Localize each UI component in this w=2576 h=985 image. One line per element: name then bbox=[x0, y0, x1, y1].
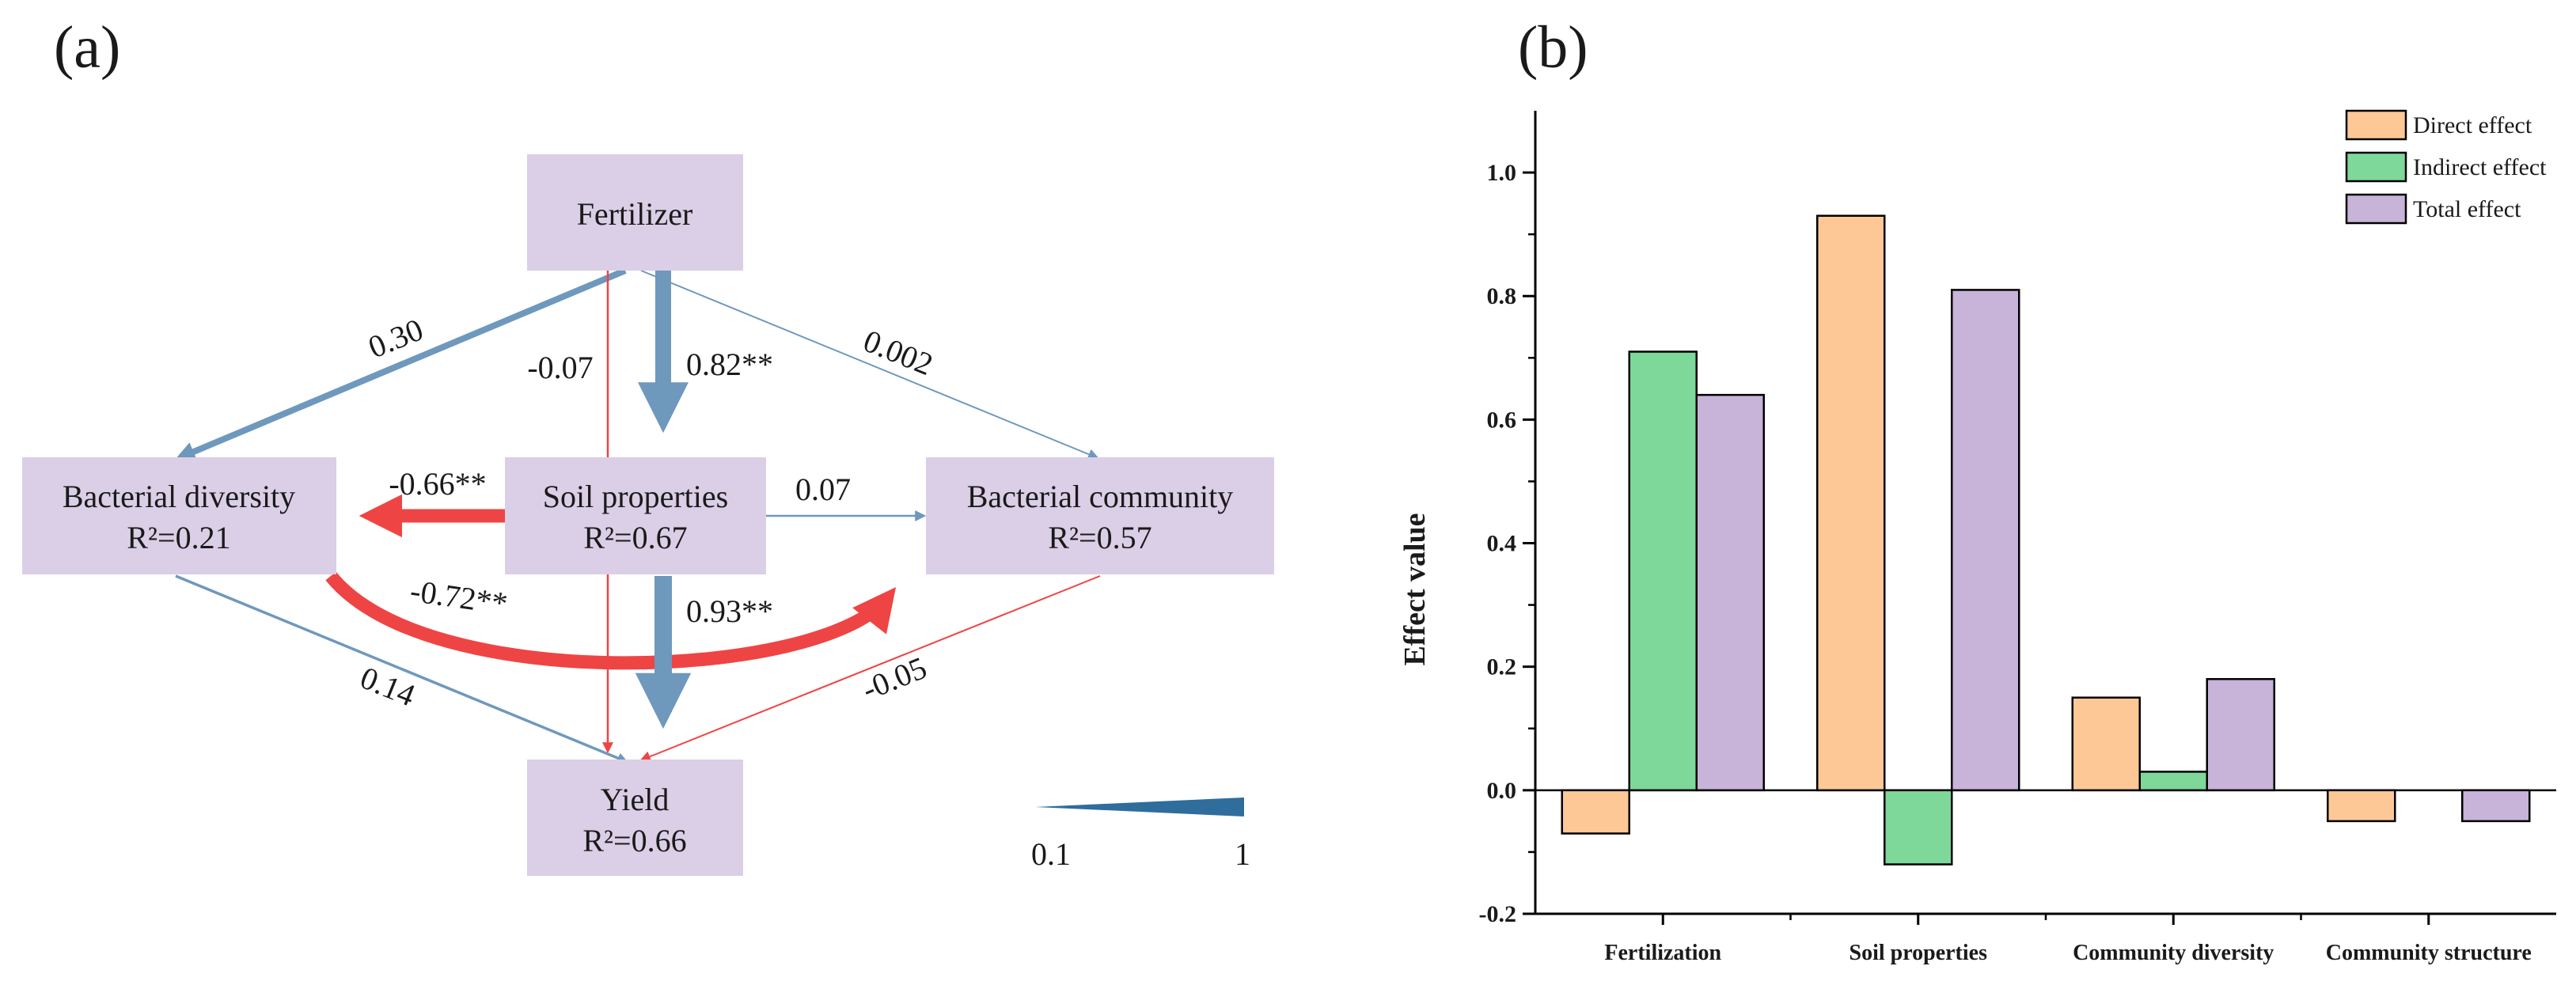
chart-axes: -0.2 0.0 0.2 0.4 0.6 0.8 1.0 Fertilization Soil … bbox=[1479, 111, 2556, 965]
node-soil-properties: Soil properties R²=0.67 bbox=[505, 457, 766, 574]
coef-fert-community: 0.002 bbox=[859, 323, 938, 382]
y-tick-label: 0.6 bbox=[1487, 407, 1517, 433]
panel-b-chart: (b) Effect value -0.2 0.0 0.2 0.4 0.6 0.8 1.0 F… bbox=[1398, 14, 2556, 965]
coef-soil-diversity: -0.66** bbox=[389, 466, 486, 502]
node-fertilizer: Fertilizer bbox=[527, 154, 743, 271]
coef-fert-yield: -0.07 bbox=[527, 350, 593, 385]
node-fertilizer-label: Fertilizer bbox=[577, 196, 693, 232]
y-tick-label: 0.8 bbox=[1487, 283, 1517, 309]
x-tick-label: Community diversity bbox=[2073, 941, 2274, 965]
bar-direct-effect bbox=[2071, 696, 2141, 792]
scale-max-label: 1 bbox=[1235, 836, 1250, 872]
node-box bbox=[926, 457, 1274, 574]
bar-direct-effect bbox=[1816, 214, 1886, 792]
bar-indirect-effect bbox=[2138, 771, 2208, 792]
coef-fert-soil: 0.82** bbox=[686, 347, 773, 382]
node-bacterial-community: Bacterial community R²=0.57 bbox=[926, 457, 1274, 574]
arrow-diversity-community bbox=[325, 571, 897, 670]
node-box bbox=[505, 457, 766, 574]
coef-diversity-community: -0.72** bbox=[408, 573, 510, 622]
node-soil-label: Soil properties bbox=[543, 479, 728, 514]
node-box bbox=[527, 154, 743, 271]
scale-wedge bbox=[1035, 797, 1244, 816]
y-axis-title: Effect value bbox=[1398, 513, 1432, 665]
bar-total-effect bbox=[1695, 393, 1765, 792]
y-tick-label: -0.2 bbox=[1479, 901, 1517, 927]
path-arrows bbox=[174, 267, 1101, 763]
legend-label: Direct effect bbox=[2413, 112, 2532, 138]
bar-total-effect bbox=[1951, 289, 2020, 792]
node-community-r2: R²=0.57 bbox=[1048, 520, 1151, 555]
chart-legend: Direct effect Indirect effect Total effect bbox=[2345, 109, 2547, 225]
node-yield: Yield R²=0.66 bbox=[527, 760, 743, 876]
x-tick-label: Fertilization bbox=[1604, 941, 1721, 965]
y-tick-label: 0.2 bbox=[1487, 654, 1517, 680]
node-box bbox=[527, 760, 743, 876]
node-box bbox=[22, 457, 336, 574]
legend-label: Indirect effect bbox=[2413, 154, 2547, 180]
panel-a: (a) Fertilizer Bacterial diversity R²=0.… bbox=[22, 14, 1274, 876]
legend-swatch bbox=[2345, 151, 2407, 183]
coef-soil-yield: 0.93** bbox=[686, 593, 773, 629]
node-soil-r2: R²=0.67 bbox=[583, 520, 687, 555]
scale-min-label: 0.1 bbox=[1031, 836, 1071, 872]
node-diversity-r2: R²=0.21 bbox=[127, 520, 230, 555]
chart-bars bbox=[1561, 214, 2531, 866]
bar-direct-effect bbox=[1561, 789, 1630, 835]
legend-label: Total effect bbox=[2413, 196, 2521, 222]
arrow-diversity-yield bbox=[175, 574, 628, 763]
panel-b-label: (b) bbox=[1518, 14, 1588, 81]
node-community-label: Bacterial community bbox=[967, 479, 1234, 514]
path-width-scale-legend: 0.1 1 bbox=[1031, 797, 1250, 872]
bar-total-effect bbox=[2206, 678, 2275, 792]
x-tick-label: Soil properties bbox=[1849, 941, 1988, 965]
bar-total-effect bbox=[2461, 789, 2531, 823]
node-diversity-label: Bacterial diversity bbox=[63, 479, 295, 514]
coef-soil-community: 0.07 bbox=[795, 472, 851, 507]
bar-direct-effect bbox=[2327, 789, 2396, 823]
node-bacterial-diversity: Bacterial diversity R²=0.21 bbox=[22, 457, 336, 574]
arrow-community-yield bbox=[639, 575, 1101, 762]
x-tick-label: Community structure bbox=[2326, 941, 2532, 965]
bar-indirect-effect bbox=[1628, 350, 1698, 792]
arrow-fert-diversity bbox=[174, 267, 627, 461]
coef-diversity-yield: 0.14 bbox=[355, 660, 420, 714]
arrow-fert-community bbox=[640, 270, 1099, 460]
y-tick-label: 0.4 bbox=[1487, 531, 1517, 557]
node-yield-r2: R²=0.66 bbox=[582, 823, 686, 858]
panel-a-label: (a) bbox=[54, 14, 120, 81]
y-tick-label: 1.0 bbox=[1487, 160, 1517, 186]
legend-swatch bbox=[2345, 193, 2407, 225]
y-tick-label: 0.0 bbox=[1487, 778, 1517, 804]
bar-indirect-effect bbox=[1884, 789, 1953, 866]
legend-swatch bbox=[2345, 109, 2407, 141]
node-yield-label: Yield bbox=[601, 782, 670, 817]
